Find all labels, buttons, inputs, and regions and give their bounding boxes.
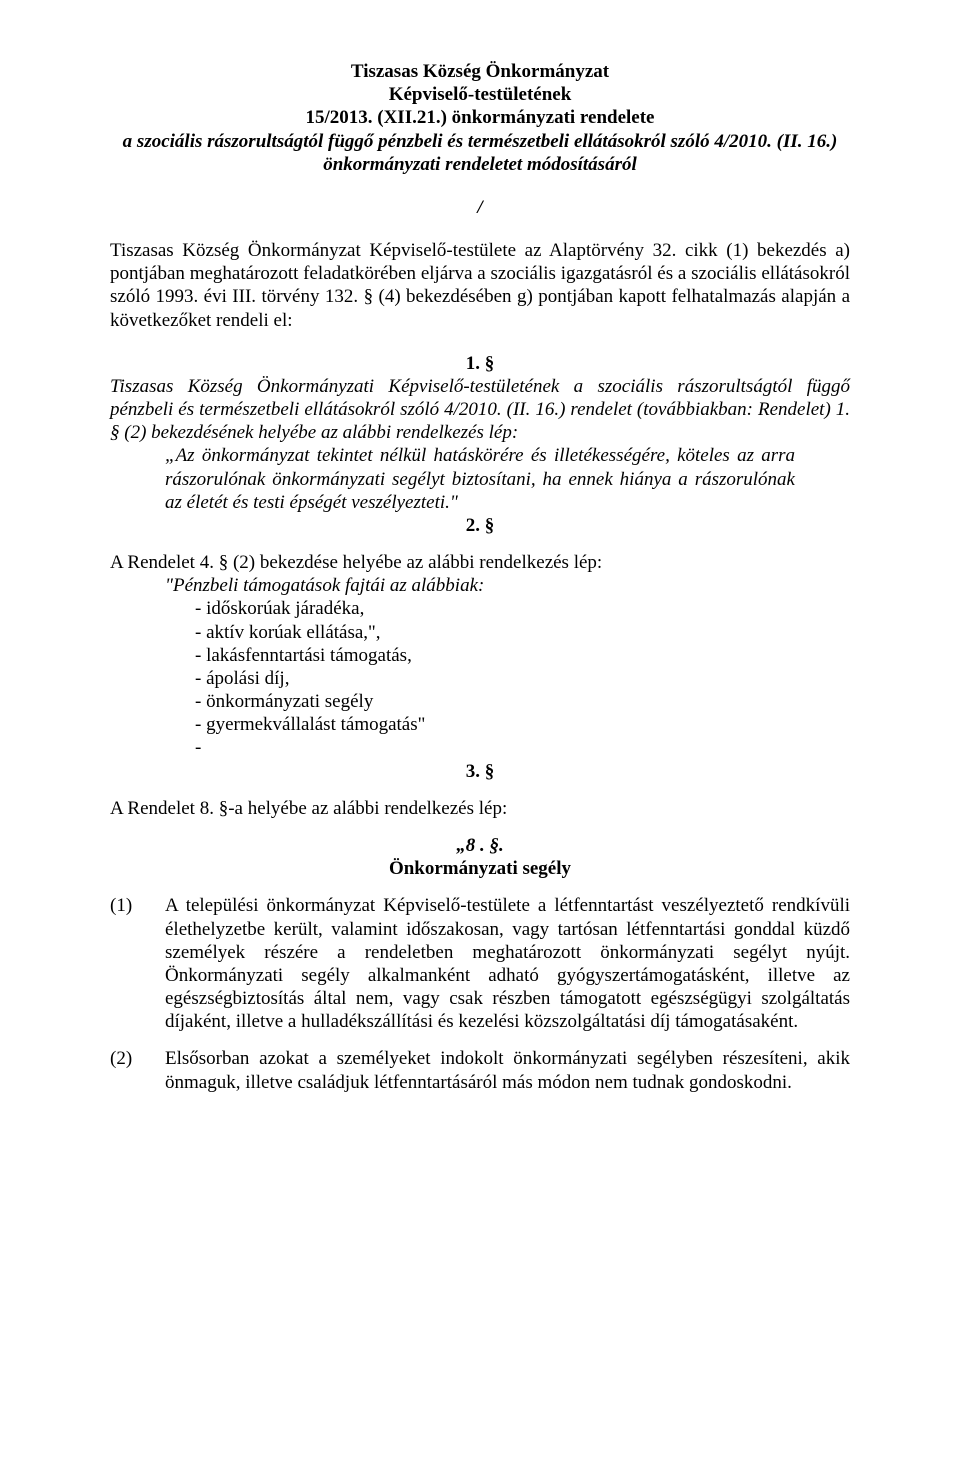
document-page: Tiszasas Község Önkormányzat Képviselő-t… <box>0 0 960 1468</box>
section-3-para2: (2) Elsősorban azokat a személyeket indo… <box>110 1047 850 1093</box>
section-3-subhead2: Önkormányzati segély <box>110 857 850 880</box>
para-text: A települési önkormányzat Képviselő-test… <box>165 894 850 1033</box>
section-3-num: 3. § <box>110 760 850 783</box>
list-item: aktív korúak ellátása,", <box>195 621 850 644</box>
header-line2: Képviselő-testületének <box>110 83 850 106</box>
header-line3: 15/2013. (XII.21.) önkormányzati rendele… <box>110 106 850 129</box>
header-line1: Tiszasas Község Önkormányzat <box>110 60 850 83</box>
list-item: lakásfenntartási támogatás, <box>195 644 850 667</box>
list-item: gyermekvállalást támogatás" <box>195 713 850 736</box>
section-1-quote: „Az önkormányzat tekintet nélkül hatáskö… <box>165 444 795 514</box>
para-num: (1) <box>110 894 165 1033</box>
section-2-num: 2. § <box>110 514 850 537</box>
list-item <box>195 736 850 759</box>
header-slash: / <box>110 196 850 219</box>
header-line4: a szociális rászorultságtól függő pénzbe… <box>110 130 850 176</box>
para-num: (2) <box>110 1047 165 1093</box>
list-item: ápolási díj, <box>195 667 850 690</box>
list-item: időskorúak járadéka, <box>195 597 850 620</box>
section-3-para1: (1) A települési önkormányzat Képviselő-… <box>110 894 850 1033</box>
section-1-num: 1. § <box>110 352 850 375</box>
section-3-subhead1: „8 . §. <box>110 834 850 857</box>
section-3-lead: A Rendelet 8. §-a helyébe az alábbi rend… <box>110 797 850 820</box>
section-2-list: időskorúak járadéka, aktív korúak ellátá… <box>195 597 850 759</box>
section-2-lead: A Rendelet 4. § (2) bekezdése helyébe az… <box>110 551 850 574</box>
section-2-sublead: "Pénzbeli támogatások fajtái az alábbiak… <box>165 574 850 597</box>
para-text: Elsősorban azokat a személyeket indokolt… <box>165 1047 850 1093</box>
section-1-lead: Tiszasas Község Önkormányzati Képviselő-… <box>110 375 850 445</box>
preamble: Tiszasas Község Önkormányzat Képviselő-t… <box>110 239 850 332</box>
list-item: önkormányzati segély <box>195 690 850 713</box>
